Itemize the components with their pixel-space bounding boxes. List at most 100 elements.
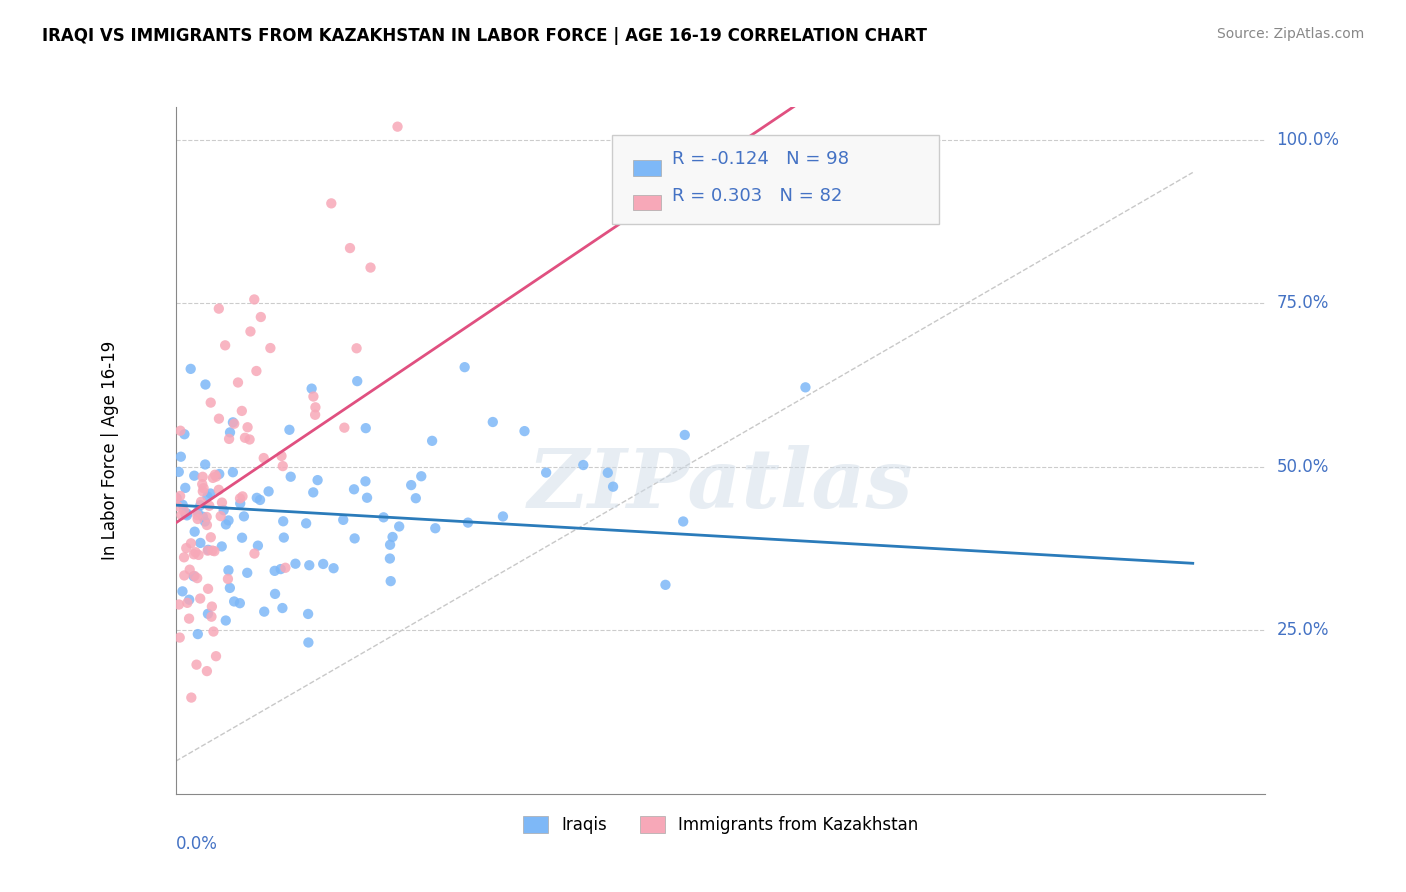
Point [243,293,266,307]
Point [271,514,294,528]
Point [183,569,205,583]
Point [270,562,292,576]
Point [222,465,245,479]
Point [200,395,222,409]
Point [186,508,208,523]
Point [208,483,231,497]
Point [218,513,240,527]
Point [180,362,202,376]
Point [195,510,218,524]
Point [302,390,325,404]
Point [166,499,188,513]
Point [229,491,252,506]
Point [236,420,259,434]
Point [187,548,209,562]
Point [245,364,267,378]
Point [346,374,368,388]
Point [233,431,256,445]
Point [166,491,188,505]
Point [673,428,696,442]
Point [343,483,366,497]
Point [333,420,356,434]
Point [190,495,212,509]
Point [177,612,200,626]
Point [170,450,193,464]
Point [172,584,194,599]
Point [239,325,262,339]
Point [218,432,240,446]
Point [378,551,401,566]
Point [208,411,231,425]
Point [219,425,242,440]
Point [197,543,219,558]
Point [253,451,276,466]
Point [215,517,238,532]
Point [322,561,344,575]
Point [229,596,252,610]
Point [195,518,218,533]
Point [197,607,219,621]
Point [224,594,246,608]
Point [197,490,219,504]
Point [246,491,269,505]
Point [208,467,231,481]
Point [198,499,221,513]
Point [191,509,214,524]
Point [271,601,294,615]
Point [263,564,285,578]
Point [183,569,205,583]
Point [215,614,238,628]
Point [373,510,395,524]
Point [186,657,208,672]
Point [179,592,201,607]
Point [222,415,245,429]
Point [204,467,226,482]
Point [280,469,302,483]
Point [173,550,195,565]
Text: ZIPatlas: ZIPatlas [527,445,914,524]
Point [211,540,233,554]
Point [180,690,202,705]
Point [264,587,287,601]
Point [186,571,208,585]
Point [231,404,253,418]
Point [298,558,321,573]
Point [250,310,273,324]
Point [188,591,211,606]
Point [332,513,354,527]
Point [399,478,422,492]
Point [200,609,222,624]
Point [183,524,205,539]
FancyBboxPatch shape [633,161,661,176]
Point [381,530,404,544]
Point [231,531,253,545]
Text: 75.0%: 75.0% [1277,294,1329,312]
Point [224,417,246,431]
Point [246,539,269,553]
Point [187,505,209,519]
Point [411,469,433,483]
Point [492,509,515,524]
Point [229,496,252,510]
Point [253,605,276,619]
Point [212,503,235,517]
Point [208,301,231,316]
Point [231,490,253,504]
Point [218,581,240,595]
Point [187,512,209,526]
Point [239,433,262,447]
Point [274,561,297,575]
Point [197,542,219,557]
Point [201,543,224,558]
Point [243,547,266,561]
Point [602,480,624,494]
Point [534,466,557,480]
Point [226,376,249,390]
Point [201,471,224,485]
Point [354,475,377,489]
Point [167,465,190,479]
Point [173,568,195,582]
Point [194,377,217,392]
Point [193,481,215,495]
Point [297,607,319,621]
